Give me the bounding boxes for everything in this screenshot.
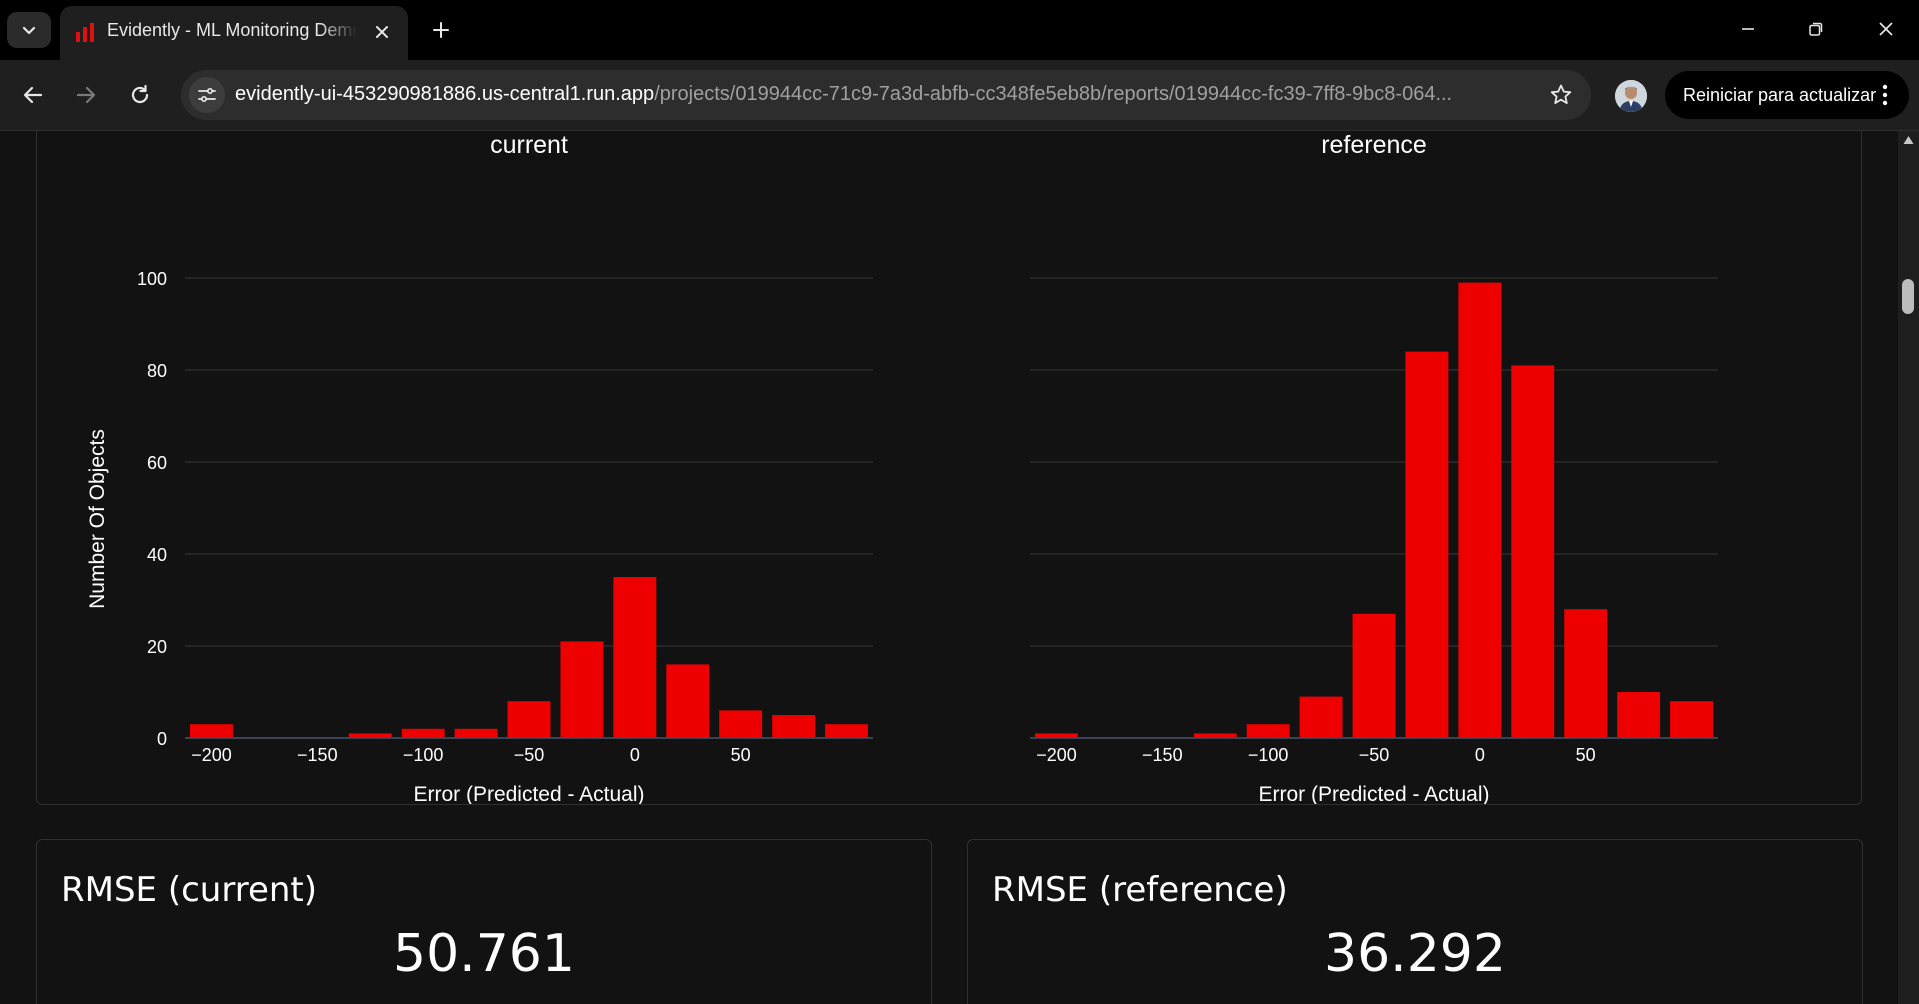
bookmark-button[interactable]	[1547, 81, 1575, 109]
x-tick-label: 0	[1475, 745, 1485, 765]
metric-title: RMSE (current)	[61, 870, 318, 910]
tab-close-button[interactable]	[368, 18, 396, 46]
chart-title: current	[490, 131, 568, 159]
x-tick-label: −50	[514, 745, 545, 765]
histogram-bar	[401, 728, 445, 738]
histogram-bar	[1035, 733, 1078, 738]
x-tick-label: −150	[297, 745, 338, 765]
histogram-bar	[560, 641, 604, 738]
plus-icon	[433, 22, 449, 38]
reload-icon	[131, 84, 149, 104]
forward-icon	[76, 86, 96, 104]
histogram-bar	[825, 724, 868, 738]
histogram-bar	[666, 664, 710, 738]
profile-avatar[interactable]	[1615, 80, 1647, 112]
restore-button[interactable]	[1788, 8, 1844, 50]
histogram-bar	[1511, 365, 1555, 738]
site-info-icon	[198, 87, 216, 103]
histogram-bar	[1617, 692, 1661, 738]
metric-value: 36.292	[1324, 924, 1506, 984]
restart-to-update-button[interactable]: Reiniciar para actualizar	[1665, 71, 1909, 119]
x-tick-label: 50	[1576, 745, 1596, 765]
histogram-bar	[1458, 282, 1502, 738]
tab-search-icon	[22, 26, 36, 35]
forward-button[interactable]	[66, 75, 106, 115]
profile-photo-icon	[1615, 80, 1647, 112]
restart-label: Reiniciar para actualizar	[1683, 85, 1877, 105]
site-info-button[interactable]	[189, 77, 225, 113]
y-tick-label: 80	[147, 361, 167, 381]
x-axis-label: Error (Predicted - Actual)	[1258, 783, 1489, 804]
star-icon	[1550, 84, 1572, 104]
histogram-bar	[719, 710, 763, 738]
x-tick-label: −100	[403, 745, 444, 765]
histogram-bar	[1564, 609, 1608, 738]
x-tick-label: 50	[731, 745, 751, 765]
tab-title: Evidently - ML Monitoring Demo	[107, 20, 357, 40]
back-button[interactable]	[13, 75, 53, 115]
kebab-menu-icon[interactable]	[1873, 82, 1897, 108]
histogram-bar	[1352, 613, 1396, 738]
back-icon	[23, 86, 43, 104]
histogram-bar	[1299, 696, 1343, 738]
x-tick-label: −50	[1359, 745, 1390, 765]
error-distribution-panel: Number Of Objects current 0 20 40 60 80 100 −20…	[36, 131, 1862, 806]
x-axis-label: Error (Predicted - Actual)	[413, 783, 644, 804]
url-host: evidently-ui-453290981886.us-central1.ru…	[235, 83, 655, 105]
tab-strip: Evidently - ML Monitoring Demo	[0, 0, 1919, 60]
histogram-bar	[348, 733, 392, 738]
chart-title: reference	[1321, 131, 1427, 159]
reload-button[interactable]	[120, 75, 160, 115]
x-tick-label: 0	[630, 745, 640, 765]
x-tick-label: −200	[191, 745, 232, 765]
histogram-bar	[1193, 733, 1237, 738]
histogram-bar	[613, 577, 657, 738]
metric-value: 50.761	[393, 924, 575, 984]
metric-title: RMSE (reference)	[992, 870, 1288, 910]
minimize-button[interactable]	[1720, 8, 1776, 50]
y-tick-label: 0	[157, 729, 167, 749]
y-tick-label: 20	[147, 637, 167, 657]
browser-tab[interactable]: Evidently - ML Monitoring Demo	[60, 6, 408, 60]
url-path: /projects/019944cc-71c9-7a3d-abfb-cc348f…	[654, 83, 1453, 105]
y-tick-label: 100	[137, 269, 167, 289]
close-icon	[376, 26, 388, 38]
y-axis-label: Number Of Objects	[86, 429, 109, 609]
window-close-icon	[1879, 22, 1893, 36]
browser-toolbar: evidently-ui-453290981886.us-central1.ru…	[0, 60, 1919, 131]
histogram-bar	[507, 701, 551, 738]
error-distribution-chart: Number Of Objects current 0 20 40 60 80 100 −20…	[86, 131, 1718, 806]
x-tick-label: −100	[1248, 745, 1289, 765]
x-tick-label: −200	[1036, 745, 1077, 765]
rmse-reference-card: RMSE (reference) 36.292	[967, 839, 1863, 1004]
url-text[interactable]: evidently-ui-453290981886.us-central1.ru…	[235, 83, 1525, 106]
x-tick-label: −150	[1142, 745, 1183, 765]
address-bar[interactable]: evidently-ui-453290981886.us-central1.ru…	[181, 70, 1591, 120]
histogram-bar	[1405, 351, 1449, 738]
window-close-button[interactable]	[1858, 8, 1914, 50]
y-tick-label: 40	[147, 545, 167, 565]
histogram-bar	[454, 728, 498, 738]
page-scrollbar[interactable]	[1898, 131, 1919, 1004]
scrollbar-thumb[interactable]	[1902, 279, 1914, 314]
y-tick-label: 60	[147, 453, 167, 473]
scroll-up-arrow-icon[interactable]	[1903, 135, 1914, 145]
restore-icon	[1809, 22, 1823, 36]
new-tab-button[interactable]	[424, 13, 458, 47]
histogram-bar	[1670, 701, 1713, 738]
evidently-favicon-icon	[76, 23, 94, 42]
tab-search-button[interactable]	[7, 12, 51, 48]
minimize-icon	[1742, 28, 1754, 30]
histogram-bar	[190, 724, 233, 738]
histogram-bar	[772, 715, 816, 738]
histogram-bar	[1246, 724, 1290, 738]
page-content: Number Of Objects current 0 20 40 60 80 100 −20…	[0, 131, 1919, 1004]
rmse-current-card: RMSE (current) 50.761	[36, 839, 932, 1004]
